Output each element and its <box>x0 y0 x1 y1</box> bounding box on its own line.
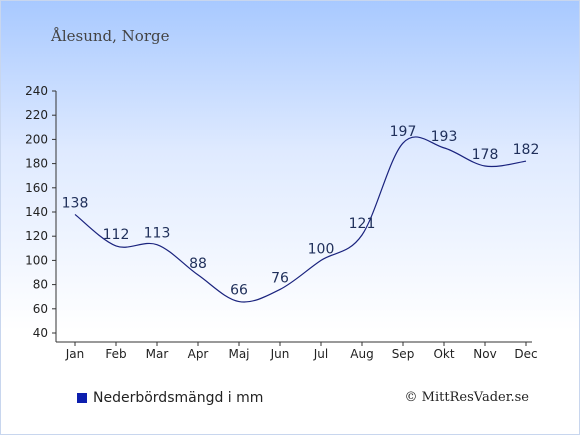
data-label: 182 <box>513 142 540 158</box>
x-tick-label: Aug <box>350 347 373 361</box>
x-tick-label: Mar <box>146 347 169 361</box>
series-layer <box>74 136 527 303</box>
x-tick-label: Feb <box>105 347 126 361</box>
data-label: 88 <box>189 256 207 272</box>
y-tick-label: 220 <box>25 108 48 122</box>
legend: Nederbördsmängd i mm <box>77 390 263 406</box>
data-label: 193 <box>431 129 458 145</box>
y-tick-label: 160 <box>25 181 48 195</box>
x-tick-label: Jan <box>65 347 85 361</box>
x-tick-label: Okt <box>433 347 454 361</box>
x-tick-label: Sep <box>392 347 415 361</box>
x-tick-label: Jul <box>313 347 328 361</box>
data-label: 121 <box>349 216 376 232</box>
y-tick-label: 180 <box>25 157 48 171</box>
axes: 40 60 80 100 120 140 160 180 200 220 240 Jan Feb Mar A… <box>25 84 538 361</box>
y-tick-label: 100 <box>25 253 48 267</box>
legend-swatch <box>77 393 87 403</box>
x-tick-label: Maj <box>228 347 249 361</box>
y-tick-label: 40 <box>33 326 48 340</box>
credit-text: © MittResVader.se <box>404 390 529 405</box>
data-label: 178 <box>472 147 499 163</box>
chart-title: Ålesund, Norge <box>51 27 170 45</box>
x-tick-label: Apr <box>188 347 209 361</box>
y-tick-label: 140 <box>25 205 48 219</box>
legend-label: Nederbördsmängd i mm <box>93 390 264 406</box>
y-tick-label: 120 <box>25 229 48 243</box>
y-tick-label: 240 <box>25 84 48 98</box>
data-label: 66 <box>230 283 248 299</box>
x-tick-label: Dec <box>514 347 537 361</box>
y-tick-label: 60 <box>33 302 48 316</box>
y-tick-label: 80 <box>33 278 48 292</box>
data-labels: 138 112 113 88 66 76 100 121 197 193 178 182 <box>62 124 540 299</box>
data-label: 197 <box>390 124 417 140</box>
x-tick-label: Nov <box>473 347 496 361</box>
data-label: 138 <box>62 195 89 211</box>
y-tick-label: 200 <box>25 132 48 146</box>
x-tick-label: Jun <box>270 347 290 361</box>
series-line <box>74 136 527 303</box>
data-label: 76 <box>271 270 289 286</box>
data-label: 112 <box>103 227 130 243</box>
data-label: 113 <box>144 226 171 242</box>
data-label: 100 <box>308 241 335 257</box>
